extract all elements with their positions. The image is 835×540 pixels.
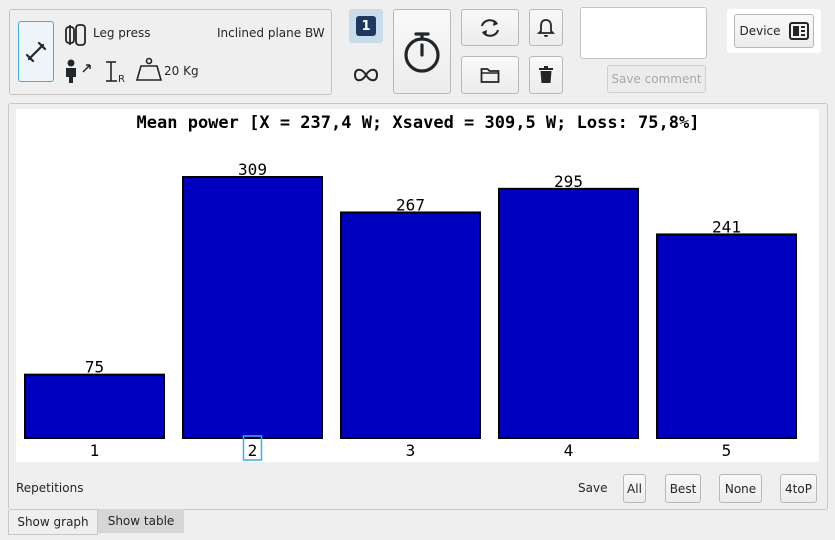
bar-rep-2[interactable] xyxy=(183,177,322,438)
device-button[interactable]: Device xyxy=(734,14,814,48)
bar-value-label: 309 xyxy=(238,160,267,179)
delete-button[interactable] xyxy=(529,56,563,94)
exercise-name: Leg press xyxy=(93,26,150,40)
linear-encoder-icon xyxy=(24,40,48,64)
inertial-machine-icon: R xyxy=(103,58,129,84)
exercise-machine-icon xyxy=(63,23,89,47)
bar-rep-4[interactable] xyxy=(499,189,638,438)
tab-show-graph-label: Show graph xyxy=(17,515,88,529)
single-capture-badge[interactable]: 1 xyxy=(349,9,383,43)
infinity-icon[interactable] xyxy=(352,64,380,86)
load-session-button[interactable] xyxy=(461,56,519,94)
chart-title: Mean power [X = 237,4 W; Xsaved = 309,5 … xyxy=(137,113,700,133)
person-lifting-icon xyxy=(63,58,93,84)
encoder-toggle-button[interactable] xyxy=(18,21,54,82)
folder-icon xyxy=(480,66,500,84)
save-best-button[interactable]: Best xyxy=(665,474,701,503)
device-chip-icon xyxy=(789,22,809,40)
bar-rep-3[interactable] xyxy=(341,212,480,438)
exercise-info-panel: Leg press Inclined plane BW R 20 Kg xyxy=(9,9,332,95)
tab-show-graph[interactable]: Show graph xyxy=(8,510,98,535)
weight-icon xyxy=(135,56,163,84)
save-none-button[interactable]: None xyxy=(719,474,762,503)
save-comment-label: Save comment xyxy=(611,72,701,86)
tab-show-table[interactable]: Show table xyxy=(98,509,184,533)
trash-icon xyxy=(538,66,554,84)
bar-chart: Mean power [X = 237,4 W; Xsaved = 309,5 … xyxy=(16,109,819,462)
category-label: 2 xyxy=(248,441,258,460)
save-4top-button[interactable]: 4toP xyxy=(780,474,817,503)
repetitions-label: Repetitions xyxy=(16,481,83,495)
mean-power-chart[interactable]: Mean power [X = 237,4 W; Xsaved = 309,5 … xyxy=(16,109,819,462)
save-all-button[interactable]: All xyxy=(623,474,646,503)
bar-value-label: 295 xyxy=(554,172,583,191)
save-comment-button[interactable]: Save comment xyxy=(607,65,706,93)
bar-rep-1[interactable] xyxy=(25,375,164,438)
category-label: 3 xyxy=(406,441,416,460)
category-label: 5 xyxy=(722,441,732,460)
comment-textbox[interactable] xyxy=(580,7,707,59)
recalculate-button[interactable] xyxy=(461,9,519,46)
save-label: Save xyxy=(578,481,607,495)
device-panel: Device xyxy=(727,9,821,53)
bell-icon xyxy=(537,18,555,38)
category-label: 4 xyxy=(564,441,574,460)
stopwatch-icon xyxy=(401,30,443,74)
bar-value-label: 267 xyxy=(396,195,425,214)
one-icon: 1 xyxy=(356,16,376,36)
device-label: Device xyxy=(739,24,780,38)
alerts-button[interactable] xyxy=(529,9,563,46)
encoder-configuration: Inclined plane BW xyxy=(217,26,325,40)
bar-rep-5[interactable] xyxy=(657,234,796,438)
refresh-icon xyxy=(479,18,501,38)
svg-text:R: R xyxy=(118,74,125,84)
bar-value-label: 75 xyxy=(85,358,104,377)
weight-value: 20 Kg xyxy=(164,64,199,78)
bar-value-label: 241 xyxy=(712,217,741,236)
capture-timer-button[interactable] xyxy=(393,9,451,94)
tab-show-table-label: Show table xyxy=(108,514,175,528)
category-label: 1 xyxy=(90,441,100,460)
